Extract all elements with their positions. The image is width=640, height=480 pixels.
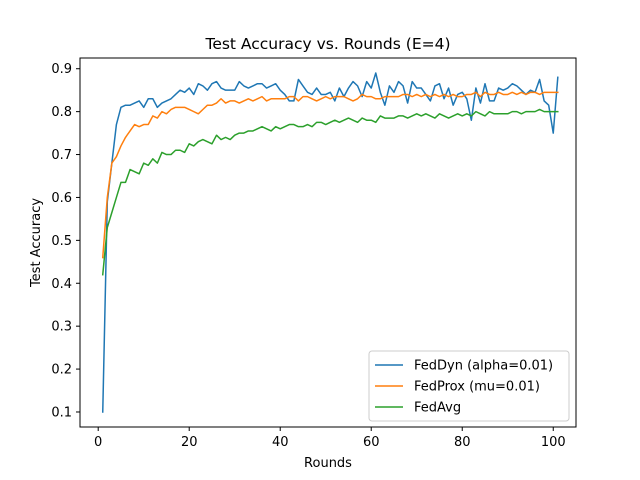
legend-label-2: FedAvg <box>414 401 461 416</box>
y-tick-label: 0.1 <box>51 405 72 420</box>
y-axis-ticks: 0.1 0.2 0.3 0.4 0.5 0.6 0.7 0.8 0.9 <box>51 62 80 420</box>
y-tick-label: 0.9 <box>51 62 72 77</box>
x-tick-label: 100 <box>541 435 566 450</box>
legend-box <box>368 350 570 422</box>
y-tick-label: 0.6 <box>51 191 72 206</box>
x-tick-label: 20 <box>181 435 198 450</box>
y-tick-label: 0.8 <box>51 105 72 120</box>
y-tick-label: 0.3 <box>51 320 72 335</box>
y-tick-label: 0.7 <box>51 148 72 163</box>
series-line-1 <box>101 91 559 259</box>
y-tick-label: 0.4 <box>51 277 72 292</box>
x-tick-label: 40 <box>272 435 289 450</box>
x-tick-label: 80 <box>454 435 471 450</box>
plot-frame <box>79 57 577 428</box>
x-tick-label: 0 <box>94 435 102 450</box>
chart-title: Test Accuracy vs. Rounds (E=4) <box>204 35 450 53</box>
x-tick-label: 60 <box>363 435 380 450</box>
y-tick-label: 0.2 <box>51 363 72 378</box>
series-layer <box>101 72 559 413</box>
legend: FedDyn (alpha=0.01) FedProx (mu=0.01) FedA… <box>368 350 570 422</box>
x-axis-label: Rounds <box>304 456 352 471</box>
legend-label-1: FedProx (mu=0.01) <box>414 380 540 395</box>
y-tick-label: 0.5 <box>51 234 72 249</box>
series-line-0 <box>101 72 559 413</box>
y-axis-label: Test Accuracy <box>29 198 44 288</box>
series-line-2 <box>101 108 559 276</box>
x-axis-ticks: 0 20 40 60 80 100 <box>94 427 566 450</box>
legend-label-0: FedDyn (alpha=0.01) <box>414 359 553 374</box>
